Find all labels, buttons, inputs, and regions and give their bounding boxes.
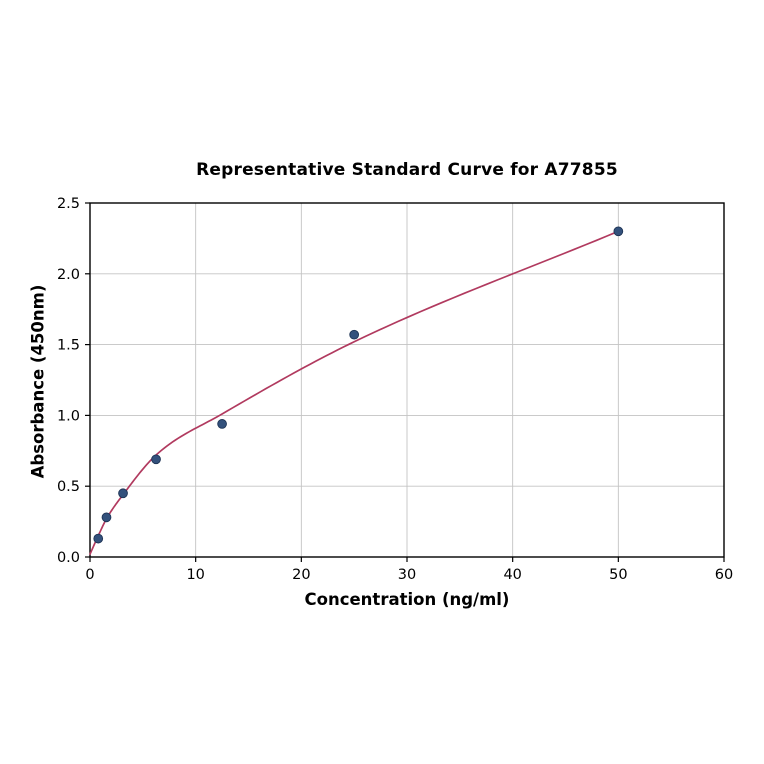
data-point	[93, 533, 104, 544]
y-tick-label: 1.5	[57, 338, 80, 354]
x-axis-label: Concentration (ng/ml)	[304, 590, 510, 609]
y-tick-label: 0.0	[57, 550, 80, 566]
data-point	[151, 454, 161, 465]
data-point	[217, 419, 227, 429]
x-tick-label: 30	[398, 567, 416, 583]
x-tick-label: 50	[609, 567, 627, 583]
x-tick-label: 40	[503, 567, 521, 583]
data-point	[118, 488, 128, 499]
data-point	[349, 329, 360, 340]
data-point	[613, 226, 624, 237]
x-tick-label: 20	[292, 567, 310, 583]
fit-curve	[89, 230, 620, 556]
chart-title: Representative Standard Curve for A77855	[196, 160, 618, 180]
y-tick-label: 2.5	[57, 196, 80, 212]
data-point	[101, 512, 112, 523]
y-tick-label: 2.0	[57, 267, 80, 283]
y-tick-label: 1.0	[57, 408, 80, 424]
x-tick-label: 10	[186, 567, 204, 583]
y-tick-label: 0.5	[57, 479, 80, 495]
x-tick-label: 0	[85, 567, 94, 583]
x-tick-label: 60	[715, 567, 733, 583]
